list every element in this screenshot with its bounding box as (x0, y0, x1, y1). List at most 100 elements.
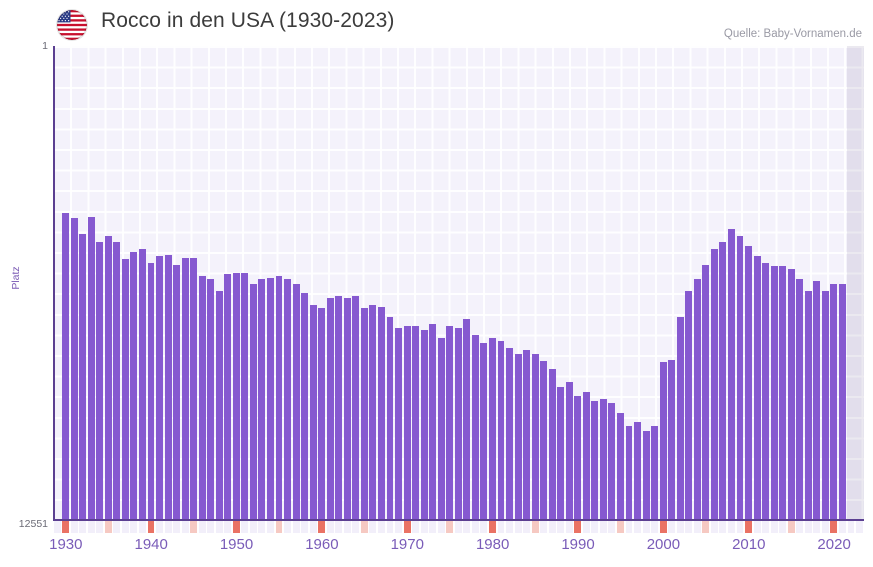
bar[interactable] (395, 328, 402, 520)
bar[interactable] (625, 425, 633, 520)
bar[interactable] (352, 296, 360, 520)
bar[interactable] (770, 266, 778, 520)
bar[interactable] (523, 350, 531, 520)
bar[interactable] (617, 412, 624, 520)
tick-cell (702, 521, 710, 533)
bar[interactable] (463, 319, 471, 520)
bar[interactable] (215, 290, 223, 520)
bar[interactable] (728, 229, 735, 520)
tick-cell (574, 521, 582, 533)
bar[interactable] (130, 251, 138, 520)
bar[interactable] (685, 290, 693, 520)
bar[interactable] (386, 316, 394, 520)
bar[interactable] (207, 279, 215, 520)
bar[interactable] (753, 255, 761, 520)
bar[interactable] (548, 368, 556, 520)
bar[interactable] (360, 308, 368, 520)
bar[interactable] (267, 277, 274, 520)
bar[interactable] (488, 337, 496, 520)
bar[interactable] (838, 283, 846, 520)
bar[interactable] (796, 279, 804, 520)
bar[interactable] (437, 337, 445, 520)
bar[interactable] (309, 305, 317, 520)
bar[interactable] (762, 263, 770, 520)
bar[interactable] (787, 268, 795, 520)
bar[interactable] (506, 348, 513, 520)
bar[interactable] (284, 279, 292, 520)
bar[interactable] (369, 305, 377, 520)
bar[interactable] (156, 255, 163, 520)
bar[interactable] (642, 430, 650, 520)
bar[interactable] (403, 326, 411, 520)
tick-cell (804, 521, 812, 533)
bar[interactable] (693, 279, 701, 520)
bar[interactable] (591, 400, 599, 520)
bar[interactable] (343, 298, 351, 520)
tick-cell (378, 521, 385, 533)
tick-cell (728, 521, 735, 533)
bar[interactable] (232, 272, 240, 520)
bar[interactable] (258, 279, 266, 520)
bar[interactable] (335, 296, 343, 520)
bar[interactable] (540, 360, 548, 520)
bar[interactable] (147, 263, 155, 520)
bar[interactable] (446, 326, 454, 520)
bar[interactable] (181, 258, 189, 520)
bar[interactable] (113, 241, 121, 520)
bar[interactable] (70, 217, 78, 520)
tick-cell (591, 521, 599, 533)
bar[interactable] (198, 276, 206, 520)
bar[interactable] (87, 216, 95, 520)
bar[interactable] (429, 323, 437, 520)
bar[interactable] (565, 382, 573, 520)
bar[interactable] (412, 326, 420, 520)
bar[interactable] (745, 246, 752, 520)
bar[interactable] (173, 265, 181, 520)
bar[interactable] (497, 340, 505, 520)
bar[interactable] (608, 402, 616, 520)
bar[interactable] (582, 391, 590, 520)
bar[interactable] (326, 298, 334, 520)
bar[interactable] (301, 293, 309, 520)
bar[interactable] (121, 258, 129, 520)
bar[interactable] (779, 266, 787, 520)
bar[interactable] (736, 235, 744, 520)
bar[interactable] (830, 283, 838, 520)
bar[interactable] (275, 276, 283, 520)
bar[interactable] (514, 354, 522, 520)
bar[interactable] (292, 283, 300, 520)
bar[interactable] (574, 395, 582, 520)
bar[interactable] (378, 306, 385, 520)
bar[interactable] (241, 272, 249, 520)
bar[interactable] (676, 316, 684, 520)
bar[interactable] (224, 274, 232, 520)
bar[interactable] (813, 281, 821, 520)
bar[interactable] (79, 234, 87, 520)
bar[interactable] (104, 235, 112, 520)
bar[interactable] (702, 265, 710, 520)
tick-cell (70, 521, 78, 533)
bar[interactable] (557, 386, 565, 520)
bar[interactable] (164, 254, 172, 520)
bar[interactable] (96, 241, 104, 520)
bar[interactable] (249, 283, 257, 520)
bar[interactable] (471, 334, 479, 520)
bar[interactable] (420, 330, 428, 520)
bar[interactable] (710, 249, 718, 520)
bar[interactable] (454, 328, 462, 520)
bar[interactable] (804, 290, 812, 520)
bar[interactable] (599, 398, 607, 520)
x-axis-ticks (53, 521, 864, 533)
bar[interactable] (138, 249, 146, 520)
bar[interactable] (659, 362, 667, 520)
bar[interactable] (318, 308, 326, 520)
bar[interactable] (190, 258, 198, 520)
bar[interactable] (62, 212, 70, 520)
bar[interactable] (719, 241, 727, 520)
bar[interactable] (480, 342, 488, 520)
bar[interactable] (668, 360, 676, 520)
bar[interactable] (531, 354, 539, 520)
bar[interactable] (821, 290, 829, 520)
bar[interactable] (634, 421, 642, 520)
bar[interactable] (651, 425, 659, 520)
